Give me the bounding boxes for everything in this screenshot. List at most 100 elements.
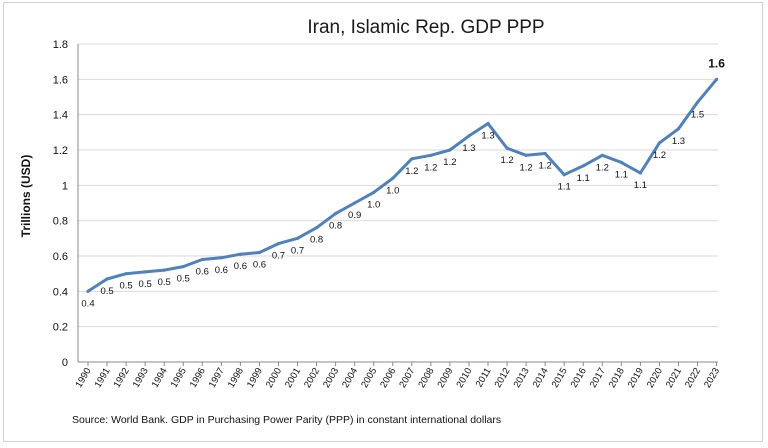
data-point	[657, 141, 662, 145]
data-point	[676, 127, 681, 131]
data-point	[486, 121, 490, 126]
x-tick-label: 2017	[588, 366, 608, 390]
y-tick-label: 1	[62, 180, 68, 192]
data-label: 1.3	[481, 131, 494, 142]
x-tick-label: 2000	[264, 366, 284, 390]
data-label: 1.2	[596, 162, 609, 173]
line-chart: Iran, Islamic Rep. GDP PPP Trillions (US…	[19, 17, 725, 426]
data-label: 0.5	[100, 286, 113, 297]
x-tick-label: 2018	[607, 366, 627, 390]
data-point	[467, 134, 471, 138]
data-point	[238, 252, 242, 256]
data-point	[86, 289, 90, 293]
x-tick-label: 2008	[416, 366, 436, 390]
data-label: 1.2	[405, 166, 418, 177]
x-tick-label: 1992	[112, 366, 132, 390]
x-tick-label: 2015	[550, 366, 570, 390]
data-label: 1.1	[577, 173, 590, 184]
data-point	[524, 153, 528, 157]
data-label: 0.8	[329, 221, 342, 232]
data-point	[276, 242, 281, 246]
data-point	[143, 270, 147, 274]
x-tick-label: 2004	[340, 366, 360, 390]
x-tick-label: 1990	[74, 366, 94, 390]
data-label: 0.6	[215, 265, 228, 276]
x-axis-ticks: 1990199119921993199419951996199719981999…	[74, 362, 722, 390]
data-point	[295, 236, 300, 240]
data-point	[410, 157, 414, 161]
x-tick-label: 1995	[169, 366, 189, 390]
x-tick-label: 1997	[207, 366, 227, 390]
y-tick-label: 0.8	[53, 216, 68, 228]
source-note: Source: World Bank. GDP in Purchasing Po…	[72, 414, 501, 426]
x-tick-label: 2005	[359, 366, 379, 390]
data-point	[353, 201, 357, 205]
data-label: 1.2	[424, 162, 437, 173]
y-axis-ticks: 0 0.2 0.4 0.6 0.8 1 1.2 1.4 1.6 1.8	[53, 39, 68, 369]
data-point	[124, 272, 128, 276]
data-label: 0.4	[81, 298, 94, 309]
y-tick-label: 0	[62, 357, 68, 369]
data-point	[105, 277, 109, 281]
data-label: 0.5	[177, 274, 190, 285]
data-labels: 0.4 0.5 0.5 0.5 0.5 0.5 0.6 0.6 0.6 0.6 0.7 0.7 0.8 0…	[81, 56, 725, 309]
x-tick-label: 2001	[283, 366, 303, 390]
y-tick-label: 1.6	[53, 74, 68, 86]
data-label: 1.0	[367, 199, 380, 210]
data-label: 1.0	[386, 185, 399, 196]
data-point	[562, 173, 566, 177]
data-label: 0.8	[310, 235, 323, 246]
data-label: 1.5	[691, 109, 704, 120]
data-label: 1.2	[500, 155, 513, 166]
data-point	[162, 268, 166, 272]
x-tick-label: 1999	[245, 366, 265, 390]
data-point	[372, 190, 376, 194]
grid-lines	[77, 43, 718, 363]
x-tick-label: 1996	[188, 366, 208, 390]
y-tick-label: 0.6	[53, 251, 68, 263]
data-point	[448, 148, 452, 152]
data-label: 1.2	[443, 157, 456, 168]
data-label: 1.1	[634, 180, 647, 191]
data-label: 1.2	[653, 150, 666, 161]
x-tick-label: 2014	[531, 366, 551, 390]
data-point	[200, 257, 204, 262]
x-tick-label: 2010	[454, 366, 474, 390]
data-label: 0.5	[119, 281, 132, 292]
chart-title: Iran, Islamic Rep. GDP PPP	[307, 17, 544, 38]
x-tick-label: 2021	[664, 366, 684, 390]
series-gdp	[86, 77, 719, 293]
data-label: 1.3	[672, 136, 685, 147]
x-tick-label: 1991	[93, 366, 113, 390]
data-label: 0.9	[348, 210, 361, 221]
chart-frame: Iran, Islamic Rep. GDP PPP Trillions (US…	[3, 2, 763, 442]
data-point	[638, 171, 642, 175]
data-label: 0.5	[158, 277, 171, 288]
x-tick-label: 2003	[321, 366, 341, 390]
data-label: 0.6	[196, 267, 209, 278]
y-tick-label: 1.8	[53, 39, 68, 51]
x-tick-label: 2007	[397, 366, 417, 390]
data-label: 1.1	[615, 169, 628, 180]
x-tick-label: 1994	[150, 366, 170, 390]
x-tick-label: 2016	[569, 366, 589, 390]
data-point	[505, 146, 509, 150]
x-tick-label: 1998	[226, 366, 246, 390]
data-point	[257, 250, 262, 255]
data-point	[543, 151, 547, 156]
data-point	[600, 153, 604, 157]
data-label: 0.7	[291, 245, 304, 256]
data-label: 0.6	[253, 259, 266, 270]
x-tick-label: 2023	[702, 366, 722, 390]
data-label: 0.7	[272, 251, 285, 262]
x-tick-label: 2020	[645, 366, 665, 390]
data-point	[181, 265, 185, 269]
data-point	[429, 153, 433, 157]
data-label: 1.1	[558, 182, 571, 193]
data-label: 1.6	[708, 56, 725, 70]
data-label: 1.2	[539, 161, 552, 172]
data-point	[714, 77, 719, 81]
x-tick-label: 2019	[626, 366, 646, 390]
data-point	[219, 256, 223, 260]
y-tick-label: 0.2	[53, 322, 68, 334]
